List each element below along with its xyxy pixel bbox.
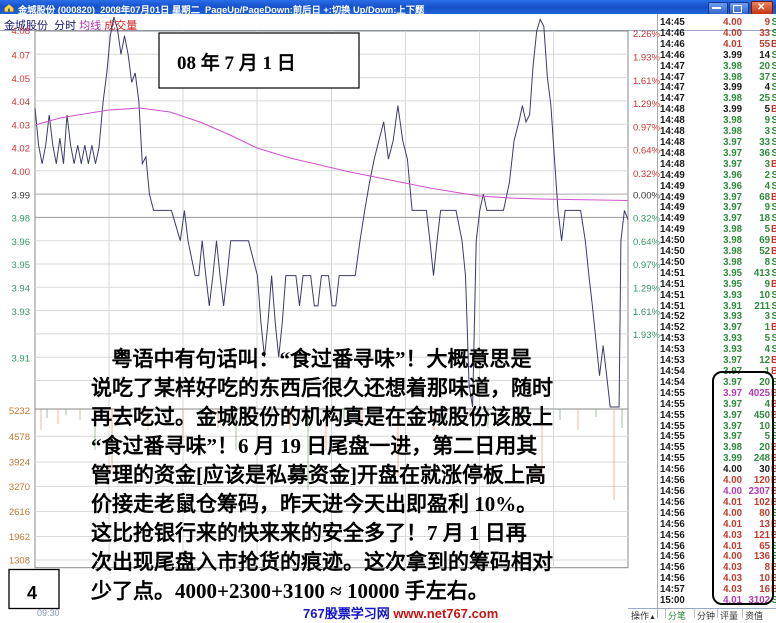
svg-text:3.91: 3.91 (12, 353, 31, 364)
svg-text:4: 4 (27, 583, 37, 603)
svg-text:3.96: 3.96 (12, 237, 31, 248)
svg-text:1962: 1962 (9, 532, 30, 543)
svg-text:4.00: 4.00 (12, 167, 31, 178)
svg-text:4.07: 4.07 (12, 51, 31, 62)
svg-text:4.04: 4.04 (12, 97, 31, 108)
svg-text:3.98: 3.98 (12, 214, 31, 225)
svg-text:4.03: 4.03 (12, 120, 31, 131)
svg-text:3.95: 3.95 (12, 260, 31, 271)
svg-text:3.94: 3.94 (12, 284, 31, 295)
svg-text:4.08: 4.08 (12, 26, 31, 37)
svg-text:2616: 2616 (9, 507, 30, 518)
svg-text:08 年 7 月 1 日: 08 年 7 月 1 日 (177, 51, 296, 74)
svg-text:3270: 3270 (9, 482, 30, 493)
svg-text:4578: 4578 (9, 432, 30, 443)
svg-text:4.02: 4.02 (12, 144, 31, 155)
svg-text:4.05: 4.05 (12, 74, 31, 85)
svg-text:09:30: 09:30 (37, 608, 60, 618)
svg-text:3.93: 3.93 (12, 307, 31, 318)
svg-text:3.99: 3.99 (12, 190, 31, 201)
svg-text:1308: 1308 (9, 556, 30, 567)
svg-text:3924: 3924 (9, 458, 30, 469)
svg-text:5232: 5232 (9, 406, 30, 417)
